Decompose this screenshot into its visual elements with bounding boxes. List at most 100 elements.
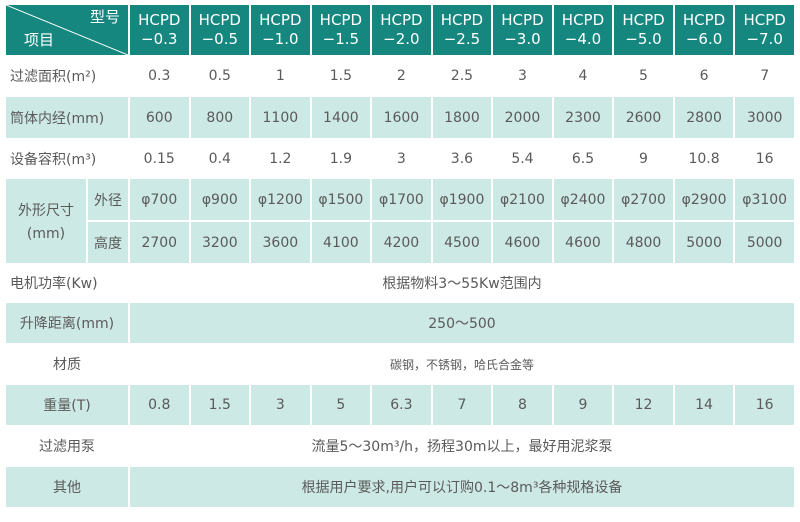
model-header: HCPD −1.0	[251, 5, 310, 55]
row-label: 升降距离(mm)	[6, 303, 128, 343]
cell-value: φ700	[130, 179, 189, 220]
cell-value: 4600	[493, 222, 552, 263]
cell-value: 2	[396, 68, 406, 84]
cell-value: 2000	[493, 97, 552, 138]
span-value: 流量5～30m³/h，扬程30m以上，最好用泥浆泵	[311, 439, 613, 455]
model-header: HCPD −6.0	[674, 5, 734, 55]
cell-value: 4800	[614, 222, 673, 263]
cell-value: 0.8	[130, 385, 189, 425]
row-label: 电机功率(Kw)	[10, 276, 98, 292]
cell-value: 1100	[251, 97, 310, 138]
row-label: 过滤面积(m²)	[10, 69, 97, 85]
cell-value: 3600	[251, 222, 310, 263]
dimensions-title: 外形尺寸	[18, 203, 74, 219]
cell-value: 16	[755, 150, 774, 167]
cell-value: 4500	[432, 222, 492, 263]
cell-value: 1.5	[190, 385, 250, 425]
row-outer-diameter: 外形尺寸 (mm) 外径 φ700 φ900 φ1200 φ1500 φ1700 φ1900 φ2…	[6, 179, 794, 263]
cell-value: 1600	[372, 97, 431, 138]
cell-value: 5000	[674, 222, 734, 263]
cell-value: 6.5	[571, 150, 595, 167]
cell-value: 2700	[130, 222, 189, 263]
cell-value: φ900	[190, 179, 250, 220]
cell-value: 3200	[190, 222, 250, 263]
cell-value: 800	[190, 97, 250, 138]
cell-value: φ1900	[432, 179, 492, 220]
dimensions-unit: (mm)	[26, 226, 66, 242]
cell-value: 8	[493, 385, 552, 425]
model-header: HCPD −0.3	[130, 5, 189, 55]
cell-value: 4	[578, 68, 588, 84]
item-label: 项目	[24, 31, 55, 49]
span-value: 根据物料3～55Kw范围内	[382, 276, 542, 292]
row-inner_diameter: 筒体内经(mm) 600 800 1100 1400 1600 1800 2000 2300 26…	[6, 97, 794, 138]
height-label: 高度	[88, 222, 128, 263]
cell-value: 5	[311, 385, 371, 425]
model-header: HCPD −2.5	[432, 5, 492, 55]
cell-value: 3	[396, 150, 406, 167]
cell-value: 16	[735, 385, 794, 425]
cell-value: 5000	[735, 222, 794, 263]
cell-value: 14	[674, 385, 734, 425]
row-label: 材质	[53, 357, 81, 373]
model-header: HCPD −7.0	[735, 5, 794, 55]
spec-table: 型号 项目 HCPD −0.3 HCPD −0.5 HCPD −1.0 HCPD −1…	[4, 3, 796, 509]
row-lift: 升降距离(mm) 250～500	[6, 303, 794, 343]
cell-value: 12	[614, 385, 673, 425]
cell-value: φ2400	[553, 179, 613, 220]
row-material: 材质 碳钢，不锈钢，哈氏合金等	[6, 345, 794, 383]
row-label: 筒体内经(mm)	[6, 97, 128, 138]
cell-value: 3	[251, 385, 310, 425]
cell-value: φ1500	[311, 179, 371, 220]
cell-value: 600	[130, 97, 189, 138]
row-filter_area: 过滤面积(m²) 0.3 0.5 1 1.5 2 2.5 3 4 5 6 7	[6, 57, 794, 95]
corner-cell: 型号 项目	[6, 5, 128, 55]
span-value: 250～500	[130, 303, 794, 343]
row-other: 其他 根据用户要求,用户可以订购0.1～8m³各种规格设备	[6, 467, 794, 507]
cell-value: 7	[760, 68, 770, 84]
cell-value: 6	[699, 68, 709, 84]
diagonal-line	[6, 5, 128, 55]
cell-value: φ2900	[674, 179, 734, 220]
cell-value: 4200	[372, 222, 431, 263]
cell-value: 2600	[614, 97, 673, 138]
cell-value: φ3100	[735, 179, 794, 220]
cell-value: 0.4	[208, 150, 231, 167]
model-label: 型号	[89, 8, 120, 26]
cell-value: 9	[553, 385, 613, 425]
cell-value: 3000	[735, 97, 794, 138]
model-header: HCPD −1.5	[311, 5, 371, 55]
cell-value: 9	[639, 150, 648, 167]
model-header: HCPD −4.0	[553, 5, 613, 55]
cell-value: 1	[275, 68, 285, 84]
cell-value: 0.15	[143, 150, 175, 167]
row-label: 重量(T)	[6, 385, 128, 425]
row-volume: 设备容积(m³) 0.15 0.4 1.2 1.9 3 3.6 5.4 6.5 9 10.8 16	[6, 140, 794, 177]
row-label: 过滤用泵	[39, 439, 95, 455]
cell-value: 3.6	[450, 150, 474, 167]
cell-value: 0.3	[148, 68, 171, 84]
cell-value: 4100	[311, 222, 371, 263]
cell-value: 0.5	[208, 68, 231, 84]
cell-value: 4600	[553, 222, 613, 263]
row-height: 高度 2700 3200 3600 4100 4200 4500 4600 4600 4800 50…	[6, 222, 794, 263]
cell-value: 10.8	[688, 150, 720, 167]
row-weight: 重量(T) 0.8 1.5 3 5 6.3 7 8 9 12 14 16	[6, 385, 794, 425]
cell-value: 2800	[674, 97, 734, 138]
cell-value: 5	[639, 68, 648, 84]
model-header: HCPD −5.0	[614, 5, 673, 55]
row-motor: 电机功率(Kw) 根据物料3～55Kw范围内	[6, 265, 794, 301]
model-header: HCPD −3.0	[493, 5, 552, 55]
span-value: 根据用户要求,用户可以订购0.1～8m³各种规格设备	[130, 467, 794, 507]
cell-value: 3	[517, 68, 527, 84]
outer-label: 外径	[88, 179, 128, 220]
cell-value: 1.9	[329, 150, 352, 167]
cell-value: 2300	[553, 97, 613, 138]
cell-value: 6.3	[372, 385, 431, 425]
row-pump: 过滤用泵 流量5～30m³/h，扬程30m以上，最好用泥浆泵	[6, 427, 794, 465]
cell-value: 2.5	[450, 68, 474, 84]
cell-value: φ2100	[493, 179, 552, 220]
row-label: 其他	[6, 467, 128, 507]
cell-value: 7	[432, 385, 492, 425]
cell-value: φ1200	[251, 179, 310, 220]
